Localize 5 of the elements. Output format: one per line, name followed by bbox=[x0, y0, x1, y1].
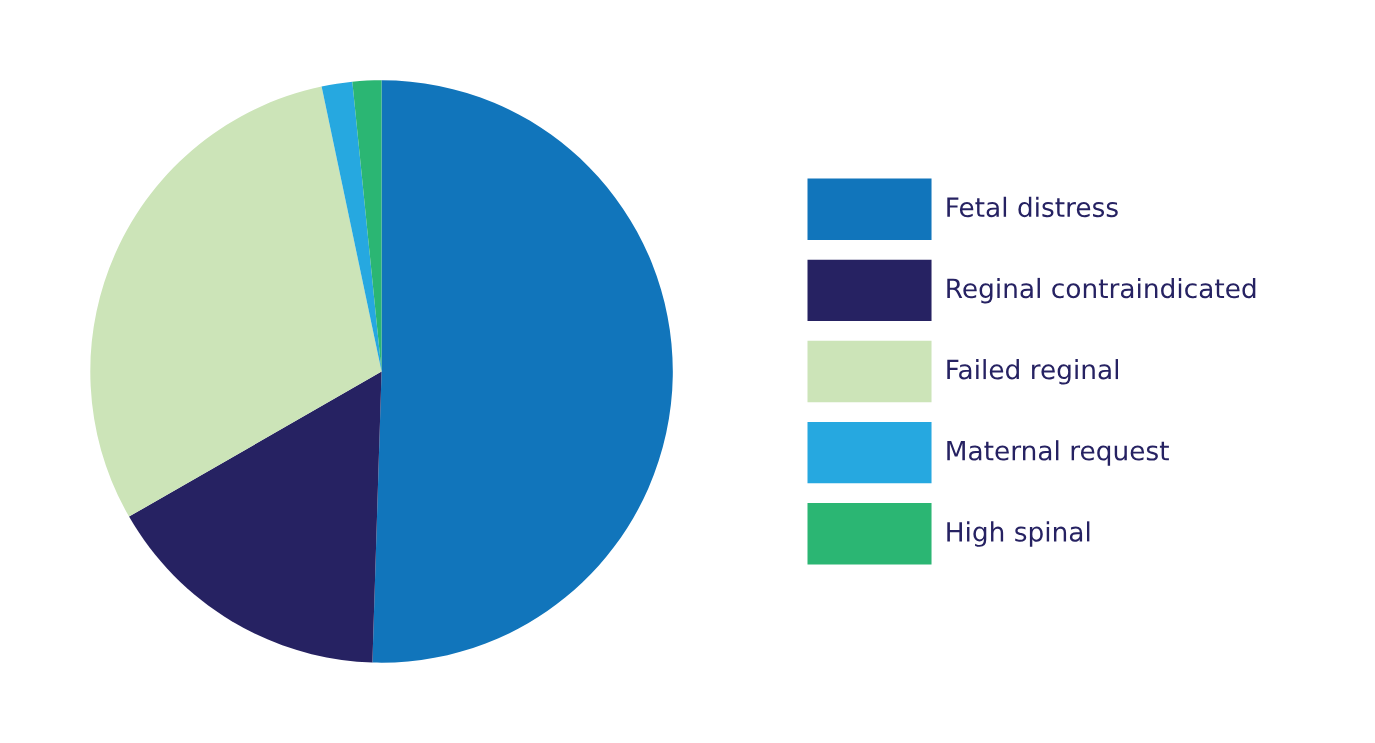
legend-label: Reginal contraindicated bbox=[947, 277, 1256, 304]
legend-label: Fetal distress bbox=[947, 196, 1118, 218]
legend-label: High spinal bbox=[947, 521, 1090, 547]
legend-label: Failed reginal bbox=[947, 359, 1119, 385]
legend-label: Maternal request bbox=[947, 440, 1169, 466]
